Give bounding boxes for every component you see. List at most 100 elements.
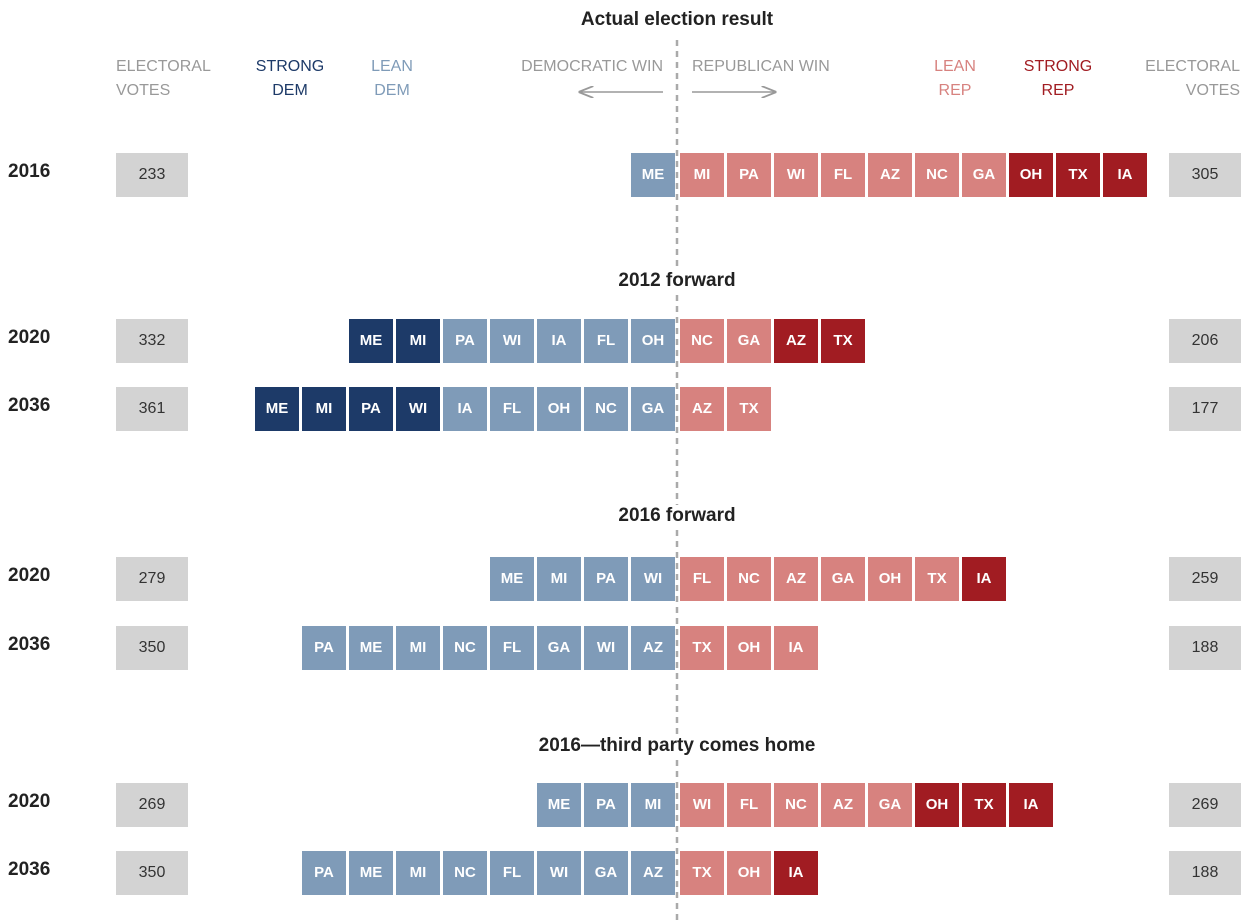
state-tile	[490, 626, 534, 670]
state-label: WI	[409, 400, 427, 417]
state-tile	[915, 557, 959, 601]
legend-label: STRONG	[256, 58, 324, 75]
state-tile	[631, 153, 675, 197]
legend-label: ELECTORAL	[116, 58, 211, 75]
state-label: NC	[691, 332, 713, 349]
legend-label: VOTES	[116, 82, 170, 99]
ev-value: 361	[139, 400, 166, 417]
state-label: GA	[879, 796, 902, 813]
legend-label: REPUBLICAN WIN	[692, 58, 830, 75]
state-tile	[680, 153, 724, 197]
state-tile	[537, 319, 581, 363]
state-label: PA	[596, 796, 616, 813]
state-label: IA	[789, 639, 804, 656]
state-tile	[631, 557, 675, 601]
state-tile	[774, 783, 818, 827]
state-label: TX	[1068, 166, 1087, 183]
state-label: IA	[552, 332, 567, 349]
ev-box	[116, 153, 188, 197]
year-label: 2020	[8, 565, 50, 586]
state-label: MI	[694, 166, 711, 183]
state-label: PA	[361, 400, 381, 417]
state-tile	[727, 626, 771, 670]
ev-box	[116, 557, 188, 601]
state-label: TX	[833, 332, 852, 349]
state-tile	[584, 557, 628, 601]
state-label: NC	[926, 166, 948, 183]
ev-box	[116, 319, 188, 363]
year-label: 2036	[8, 395, 50, 416]
state-tile	[868, 153, 912, 197]
legend-label: DEMOCRATIC WIN	[521, 58, 663, 75]
state-tile	[396, 387, 440, 431]
ev-box	[1169, 153, 1241, 197]
state-tile	[915, 783, 959, 827]
legend-label: STRONG	[1024, 58, 1092, 75]
state-label: WI	[787, 166, 805, 183]
state-tile	[396, 319, 440, 363]
state-tile	[443, 387, 487, 431]
ev-value: 188	[1192, 864, 1219, 881]
state-tile	[727, 319, 771, 363]
state-tile	[727, 153, 771, 197]
state-tile	[680, 626, 724, 670]
state-tile	[584, 851, 628, 895]
state-tile	[584, 319, 628, 363]
state-tile	[396, 851, 440, 895]
ev-value: 305	[1192, 166, 1219, 183]
state-tile	[680, 557, 724, 601]
state-tile	[821, 153, 865, 197]
year-label: 2016	[8, 161, 50, 182]
ev-box	[116, 851, 188, 895]
ev-value: 269	[1192, 796, 1219, 813]
state-label: GA	[548, 639, 571, 656]
state-label: MI	[410, 864, 427, 881]
state-tile	[349, 387, 393, 431]
state-label: OH	[926, 796, 949, 813]
state-label: NC	[454, 639, 476, 656]
state-label: PA	[739, 166, 759, 183]
state-label: OH	[738, 864, 761, 881]
state-tile	[302, 626, 346, 670]
state-label: FL	[693, 570, 711, 587]
state-tile	[631, 387, 675, 431]
state-label: ME	[360, 332, 383, 349]
state-tile	[915, 153, 959, 197]
state-tile	[774, 626, 818, 670]
state-tile	[868, 557, 912, 601]
state-label: AZ	[786, 332, 806, 349]
state-tile	[727, 557, 771, 601]
state-label: ME	[501, 570, 524, 587]
state-tile	[680, 319, 724, 363]
state-label: NC	[595, 400, 617, 417]
state-tile	[680, 851, 724, 895]
ev-value: 279	[139, 570, 166, 587]
section-title: Actual election result	[581, 9, 774, 30]
state-label: MI	[645, 796, 662, 813]
state-tile	[774, 557, 818, 601]
state-tile	[584, 387, 628, 431]
state-tile	[255, 387, 299, 431]
state-label: GA	[642, 400, 665, 417]
state-tile	[490, 387, 534, 431]
year-label: 2020	[8, 791, 50, 812]
state-label: PA	[455, 332, 475, 349]
state-tile	[1103, 153, 1147, 197]
state-tile	[1056, 153, 1100, 197]
state-label: FL	[740, 796, 758, 813]
state-label: PA	[314, 639, 334, 656]
state-label: IA	[977, 570, 992, 587]
state-label: WI	[597, 639, 615, 656]
state-tile	[1009, 153, 1053, 197]
state-tile	[962, 153, 1006, 197]
state-label: OH	[548, 400, 571, 417]
state-tile	[537, 626, 581, 670]
state-tile	[774, 319, 818, 363]
state-tile	[396, 626, 440, 670]
state-tile	[443, 851, 487, 895]
state-tile	[490, 851, 534, 895]
state-label: OH	[1020, 166, 1043, 183]
state-tile	[490, 557, 534, 601]
ev-value: 350	[139, 864, 166, 881]
year-label: 2020	[8, 327, 50, 348]
